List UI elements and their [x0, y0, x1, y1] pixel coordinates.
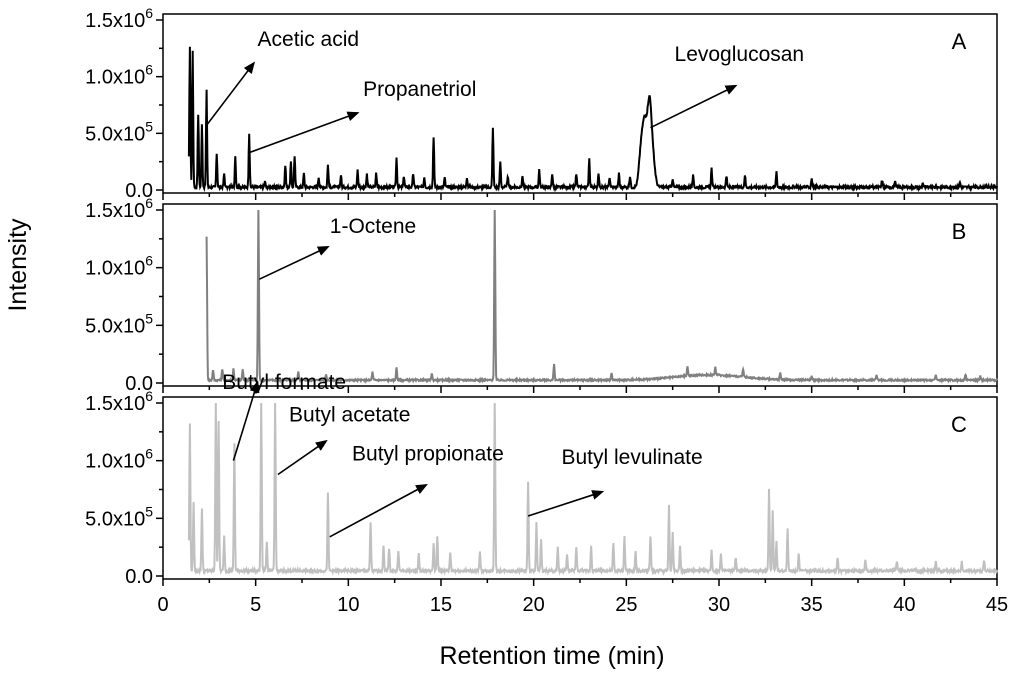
panel-c: 0.0 5.0x105 1.0x106 1.5x106 C Butyl formate Bu… — [85, 371, 998, 588]
y-tick-label: 5.0x105 — [85, 118, 153, 145]
series-line-b — [205, 209, 998, 385]
x-tick-label: 30 — [708, 594, 730, 616]
x-tick-label: 20 — [523, 594, 545, 616]
annotation-label: Butyl propionate — [352, 443, 504, 466]
annotation-label: Butyl levulinate — [561, 446, 702, 469]
series-line-a — [187, 46, 998, 193]
panel-letter: A — [952, 29, 967, 54]
annotation-arrow — [650, 84, 738, 129]
y-tick-label: 1.0x106 — [85, 253, 153, 280]
panel-letter: B — [952, 219, 967, 244]
annotation-label: Levoglucosan — [675, 43, 805, 66]
y-tick-label: 5.0x105 — [85, 503, 153, 530]
annotation-arrow — [259, 246, 330, 280]
y-tick-label: 1.5x106 — [85, 195, 153, 222]
annotation-arrow — [329, 483, 428, 538]
y-tick-label: 0.0 — [125, 373, 153, 395]
x-tick-label: 10 — [337, 594, 359, 616]
annotation-label: Butyl formate — [222, 371, 346, 394]
x-tick-label: 5 — [250, 594, 261, 616]
y-tick-label: 1.5x106 — [85, 5, 153, 32]
panel-frame — [162, 203, 998, 387]
annotation-arrow — [277, 439, 328, 476]
y-tick-label: 1.5x106 — [85, 388, 153, 415]
annotation-label: Butyl acetate — [289, 403, 410, 426]
x-tick-label: 15 — [430, 594, 452, 616]
x-tick-label: 40 — [893, 594, 915, 616]
panel-letter: C — [951, 412, 967, 437]
y-axis-title: Intensity — [4, 218, 32, 312]
annotation-label: Acetic acid — [258, 28, 360, 51]
y-tick-label: 0.0 — [125, 180, 153, 202]
annotation-label: Propanetriol — [363, 78, 476, 101]
x-axis-title: Retention time (min) — [439, 642, 664, 670]
x-tick-label: 35 — [801, 594, 823, 616]
y-tick-label: 1.0x106 — [85, 62, 153, 89]
chart-panels: 0.0 5.0x105 1.0x106 1.5x106 A Acetic acid Prop… — [85, 5, 1008, 616]
panel-b: 0.0 5.0x105 1.0x106 1.5x106 B 1-Octene — [85, 195, 998, 395]
x-tick-label: 45 — [986, 594, 1008, 616]
annotation-arrow — [248, 111, 360, 154]
series-line-c — [187, 402, 998, 577]
y-tick-label: 0.0 — [125, 566, 153, 588]
panel-a: 0.0 5.0x105 1.0x106 1.5x106 A Acetic acid Prop… — [85, 5, 998, 202]
annotation-arrow — [232, 380, 260, 461]
annotation-arrow — [527, 490, 605, 517]
annotation-label: 1-Octene — [330, 215, 416, 238]
x-tick-label: 0 — [157, 594, 168, 616]
annotation-arrow — [204, 61, 256, 128]
x-tick-label: 25 — [615, 594, 637, 616]
y-tick-label: 1.0x106 — [85, 446, 153, 473]
y-tick-label: 5.0x105 — [85, 310, 153, 337]
